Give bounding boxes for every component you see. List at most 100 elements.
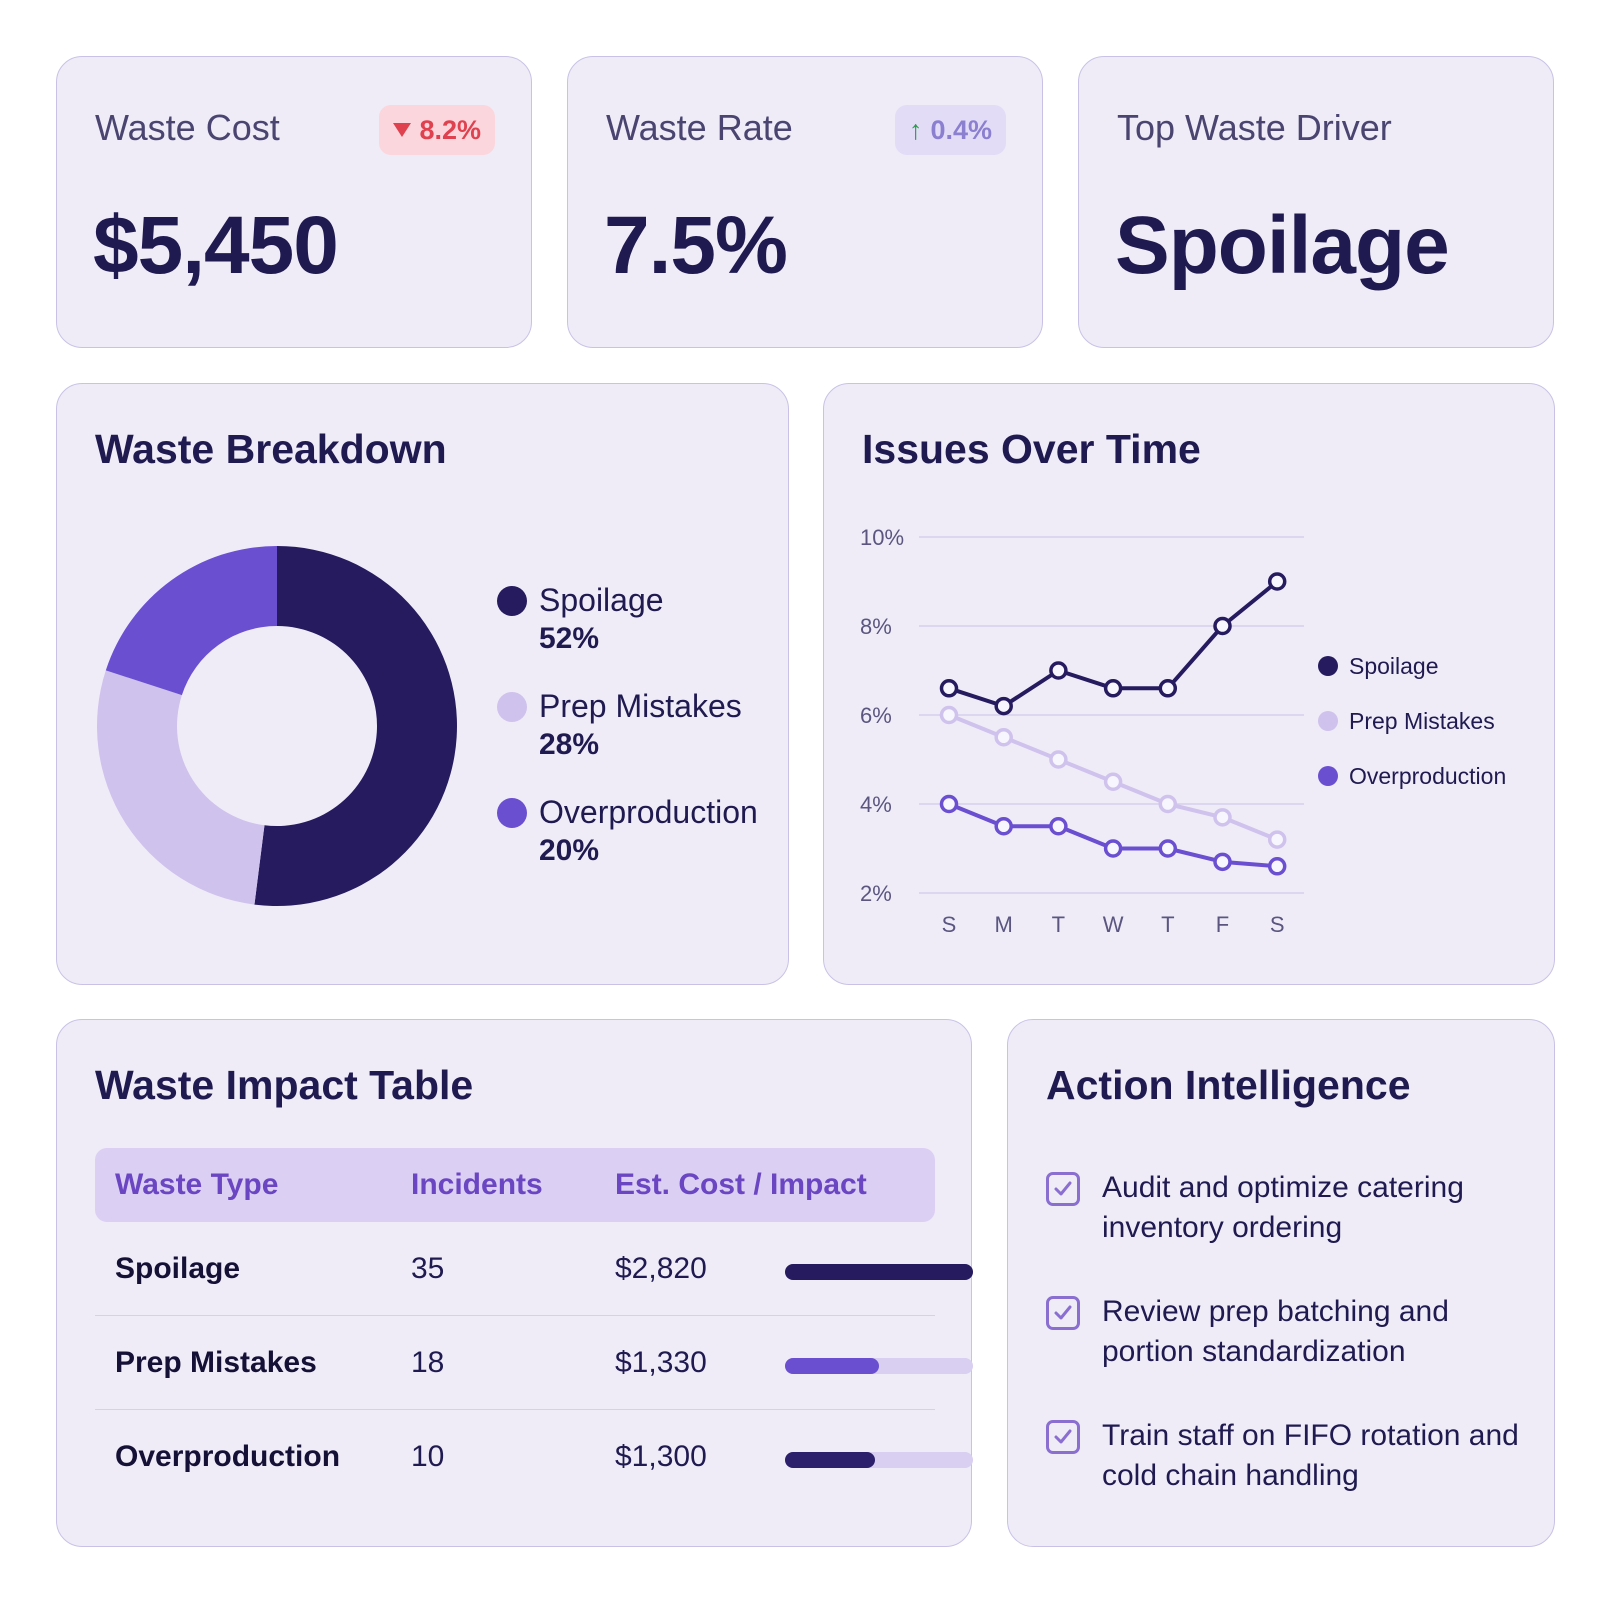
data-point: [1049, 817, 1068, 836]
change-badge: 8.2%: [379, 105, 495, 155]
legend-label: Overproduction: [1349, 763, 1506, 789]
donut-slice-prep-mistakes: [96, 670, 265, 905]
change-value: 0.4%: [930, 114, 992, 145]
y-tick-label: 6%: [860, 703, 892, 728]
data-point: [1213, 616, 1232, 636]
waste-impact-table-card: Waste Impact Table Waste Type Incidents …: [56, 1019, 973, 1547]
column-header-incidents: Incidents: [411, 1168, 543, 1201]
waste-type-cell: Prep Mistakes: [115, 1346, 317, 1379]
waste-cost-card: Waste Cost 8.2% $5,450: [56, 56, 532, 348]
data-point: [1267, 830, 1287, 849]
y-tick-label: 4%: [860, 792, 892, 817]
data-point: [939, 679, 959, 698]
data-point: [1049, 750, 1068, 769]
data-point: [1103, 772, 1123, 791]
impact-bar-fill: [785, 1264, 973, 1280]
arrow-up-icon: ↑: [908, 114, 923, 145]
waste-type-cell: Spoilage: [115, 1252, 241, 1285]
triangle-down-icon: [393, 123, 412, 137]
action-intelligence-card: Action Intelligence Audit and optimize c…: [1007, 1019, 1555, 1547]
data-point: [1103, 839, 1123, 858]
incidents-cell: 10: [411, 1440, 445, 1473]
line-chart: 10% 8% 6% 4% 2% S M T W T F S Spoilage Prep Mistakes O…: [860, 525, 1506, 937]
y-tick-label: 2%: [860, 881, 892, 906]
action-text: Review prep batching and portion standar…: [1102, 1295, 1449, 1368]
table-header: Waste Type Incidents Est. Cost / Impact: [95, 1148, 935, 1222]
impact-bar: [785, 1264, 973, 1280]
column-header-waste-type: Waste Type: [115, 1168, 279, 1201]
legend-name: Prep Mistakes: [539, 688, 742, 724]
y-tick-label: 8%: [860, 614, 892, 639]
top-waste-driver-card: Top Waste Driver Spoilage: [1078, 56, 1554, 348]
change-value: 8.2%: [419, 114, 481, 145]
data-point: [1049, 661, 1068, 680]
x-tick-label: F: [1216, 912, 1229, 937]
kpi-value: 7.5%: [604, 200, 788, 291]
cost-cell: $1,330: [615, 1346, 707, 1379]
card-title: Waste Impact Table: [95, 1062, 474, 1108]
x-tick-label: M: [995, 912, 1013, 937]
impact-bar: [785, 1452, 973, 1468]
x-tick-label: T: [1052, 912, 1065, 937]
legend-dot: [497, 692, 527, 722]
cost-cell: $1,300: [615, 1440, 707, 1473]
x-tick-label: S: [1270, 912, 1285, 937]
legend-dot: [1318, 711, 1338, 731]
legend-label: Prep Mistakes: [1349, 708, 1495, 734]
waste-rate-card: Waste Rate ↑ 0.4% 7.5%: [567, 56, 1043, 348]
impact-bar-fill: [785, 1452, 876, 1468]
donut-slice-spoilage: [254, 546, 457, 906]
kpi-label: Waste Cost: [95, 107, 280, 148]
y-tick-label: 10%: [860, 525, 904, 550]
checkbox-checked-icon[interactable]: [1046, 1420, 1080, 1454]
card-title: Action Intelligence: [1046, 1062, 1411, 1108]
x-tick-label: T: [1161, 912, 1174, 937]
incidents-cell: 18: [411, 1346, 445, 1379]
incidents-cell: 35: [411, 1252, 445, 1285]
table-row: Overproduction 10 $1,300: [95, 1410, 973, 1504]
legend-percent: 52%: [539, 622, 600, 655]
impact-bar-fill: [785, 1358, 879, 1374]
kpi-label: Top Waste Driver: [1117, 107, 1392, 148]
card-title: Waste Breakdown: [95, 426, 447, 472]
data-point: [994, 696, 1013, 716]
donut-slice-overproduction: [105, 546, 277, 696]
legend-percent: 20%: [539, 834, 600, 867]
legend-dot: [497, 586, 527, 616]
issues-over-time-card: Issues Over Time 10% 8% 6% 4% 2% S M T W T F S Spoil…: [823, 383, 1555, 985]
legend-dot: [1318, 766, 1338, 786]
cost-cell: $2,820: [615, 1252, 707, 1285]
legend-label: Spoilage: [1349, 653, 1439, 679]
data-point: [1158, 839, 1178, 858]
donut-chart: [96, 546, 457, 906]
data-point: [994, 817, 1013, 836]
data-point: [1213, 852, 1232, 872]
x-tick-label: W: [1103, 912, 1124, 937]
action-text: Audit and optimize catering inventory or…: [1102, 1171, 1464, 1244]
data-point: [994, 728, 1013, 747]
column-header-cost: Est. Cost / Impact: [615, 1168, 867, 1201]
action-text: Train staff on FIFO rotation and cold ch…: [1102, 1419, 1519, 1492]
table-row: Prep Mistakes 18 $1,330: [95, 1316, 973, 1410]
x-tick-label: S: [942, 912, 957, 937]
data-point: [1213, 808, 1232, 827]
data-point: [939, 705, 959, 725]
card-title: Issues Over Time: [862, 426, 1201, 472]
data-point: [1267, 572, 1287, 591]
data-point: [1158, 679, 1178, 698]
data-point: [939, 794, 959, 814]
kpi-value: Spoilage: [1115, 200, 1450, 291]
data-point: [1158, 794, 1178, 814]
checkbox-checked-icon[interactable]: [1046, 1296, 1080, 1330]
legend-dot: [1318, 656, 1338, 676]
kpi-label: Waste Rate: [606, 107, 793, 148]
data-point: [1103, 679, 1123, 698]
kpi-value: $5,450: [93, 200, 339, 291]
legend-dot: [497, 798, 527, 828]
data-point: [1267, 857, 1287, 876]
legend-percent: 28%: [539, 728, 600, 761]
checkbox-checked-icon[interactable]: [1046, 1172, 1080, 1206]
change-badge: ↑ 0.4%: [894, 105, 1006, 155]
waste-breakdown-card: Waste Breakdown Spoilage 52% Prep Mistak…: [56, 383, 789, 985]
table-row: Spoilage 35 $2,820: [95, 1222, 973, 1316]
